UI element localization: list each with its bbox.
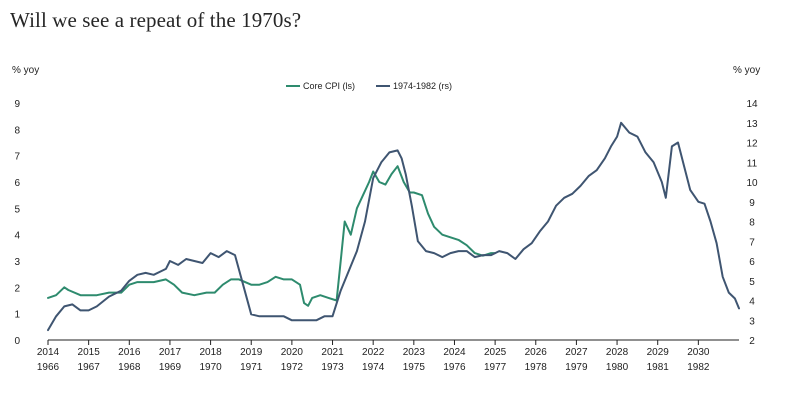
y-right-tick-label: 2 — [749, 336, 755, 347]
core-cpi-line — [47, 165, 497, 307]
x-tick-label-top: 2022 — [362, 347, 385, 358]
x-tick-label-bottom: 1978 — [525, 362, 548, 373]
y-left-tick-label: 3 — [14, 257, 20, 268]
x-tick-label-top: 2016 — [118, 347, 141, 358]
x-tick-label-top: 2023 — [403, 347, 426, 358]
y-right-tick-label: 11 — [747, 158, 758, 169]
x-tick-label-bottom: 1981 — [647, 362, 670, 373]
y-left-tick-label: 2 — [14, 283, 20, 294]
x-tick-label-top: 2017 — [159, 347, 182, 358]
x-tick-label-bottom: 1973 — [321, 362, 344, 373]
seventies-line — [47, 121, 740, 332]
y-left-tick-label: 6 — [14, 178, 20, 189]
y-right-tick-label: 4 — [749, 297, 755, 308]
y-left-tick-label: 4 — [14, 231, 20, 242]
x-tick-label-top: 2029 — [647, 347, 670, 358]
series-lines — [47, 121, 740, 332]
y-left-tick-label: 7 — [14, 152, 20, 163]
x-tick-label-top: 2021 — [321, 347, 344, 358]
x-tick-label-bottom: 1976 — [443, 362, 466, 373]
x-tick-label-top: 2030 — [687, 347, 710, 358]
y-right-tick-label: 13 — [746, 119, 758, 130]
x-tick-label-bottom: 1975 — [403, 362, 426, 373]
legend-label-seventies: 1974-1982 (rs) — [393, 81, 452, 91]
y-right-tick-label: 3 — [749, 316, 755, 327]
left-axis-unit: % yoy — [12, 65, 39, 76]
x-tick-label-top: 2019 — [240, 347, 263, 358]
y-right-tick-label: 9 — [749, 198, 755, 209]
y-left-tick-label: 9 — [14, 99, 20, 110]
x-tick-label-bottom: 1982 — [687, 362, 710, 373]
y-right-tick-label: 5 — [749, 277, 755, 288]
right-axis-unit: % yoy — [733, 65, 760, 76]
y-right-tick-label: 8 — [749, 218, 755, 229]
x-tick-label-bottom: 1974 — [362, 362, 385, 373]
x-tick-label-bottom: 1966 — [37, 362, 60, 373]
x-tick-label-bottom: 1971 — [240, 362, 263, 373]
x-tick-label-top: 2027 — [565, 347, 588, 358]
x-tick-label-bottom: 1968 — [118, 362, 141, 373]
x-tick-label-bottom: 1980 — [606, 362, 629, 373]
x-tick-label-bottom: 1979 — [565, 362, 588, 373]
y-right-tick-label: 14 — [746, 99, 758, 110]
y-left-tick-label: 1 — [14, 310, 20, 321]
x-tick-label-top: 2026 — [525, 347, 548, 358]
x-tick-label-top: 2014 — [37, 347, 60, 358]
y-right-tick-label: 10 — [746, 178, 758, 189]
y-right-tick-label: 7 — [749, 237, 755, 248]
x-tick-label-bottom: 1967 — [78, 362, 101, 373]
x-tick-label-bottom: 1977 — [484, 362, 507, 373]
y-left-tick-label: 8 — [14, 125, 20, 136]
legend: Core CPI (ls) 1974-1982 (rs) — [286, 81, 452, 91]
y-right-tick-label: 12 — [746, 139, 758, 150]
y-left-tick-label: 0 — [14, 336, 20, 347]
x-tick-label-top: 2018 — [199, 347, 222, 358]
legend-label-core-cpi: Core CPI (ls) — [303, 81, 355, 91]
y-right-tick-label: 6 — [749, 257, 755, 268]
x-tick-label-bottom: 1969 — [159, 362, 182, 373]
axes-group: % yoy% yoy201419662015196720161968201719… — [12, 65, 760, 373]
x-tick-label-top: 2015 — [78, 347, 101, 358]
x-tick-label-top: 2024 — [443, 347, 466, 358]
chart-title: Will we see a repeat of the 1970s? — [10, 8, 302, 32]
x-tick-label-top: 2025 — [484, 347, 507, 358]
x-tick-label-top: 2020 — [281, 347, 304, 358]
y-left-tick-label: 5 — [14, 204, 20, 215]
x-tick-label-top: 2028 — [606, 347, 629, 358]
x-tick-label-bottom: 1970 — [199, 362, 222, 373]
x-tick-label-bottom: 1972 — [281, 362, 304, 373]
